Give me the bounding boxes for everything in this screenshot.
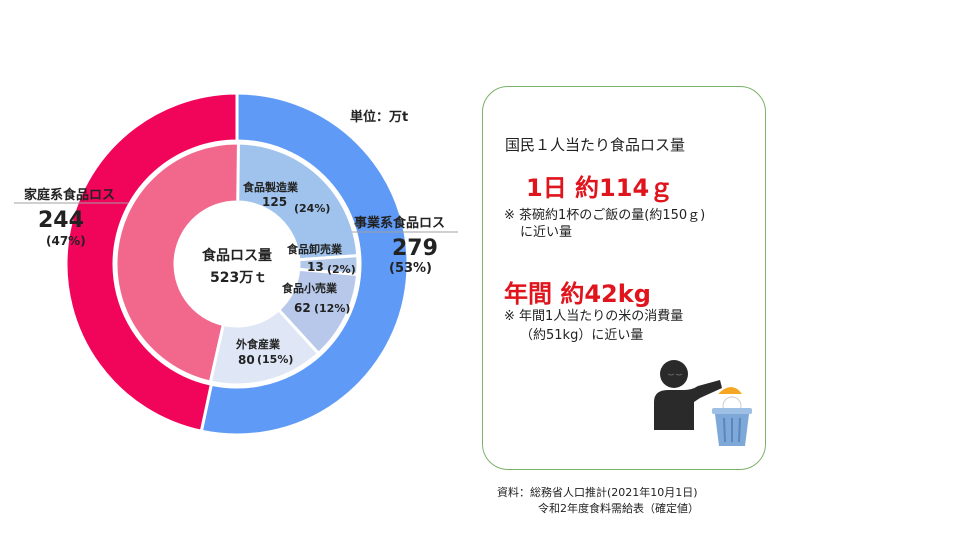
manufacturing-percent: (24%) <box>294 202 331 215</box>
annual-note-line1: ※ 年間1人当たりの米の消費量 <box>504 309 684 324</box>
household-loss-percent: (47%) <box>46 234 86 248</box>
daily-note-line2: に近い量 <box>520 225 573 240</box>
wholesale-label: 食品卸売業 <box>287 243 342 256</box>
outer-ring <box>64 91 410 437</box>
wholesale-value: 13 <box>307 260 324 274</box>
food-service-value: 80 <box>238 353 255 367</box>
donut-chart <box>14 91 458 437</box>
business-loss-label: 事業系食品ロス <box>354 216 446 231</box>
wholesale-percent: (2%) <box>327 263 356 276</box>
business-loss-value: 279 <box>392 236 438 261</box>
business-loss-percent: (53%) <box>389 261 432 276</box>
per-capita-panel <box>482 86 766 470</box>
manufacturing-label: 食品製造業 <box>243 181 298 194</box>
source-line1: 資料：総務省人口推計(2021年10月1日) <box>497 486 698 499</box>
person-throwing-food-icon <box>654 360 752 446</box>
center-total: 523万ｔ <box>210 270 268 286</box>
outer-slice-1 <box>64 91 239 434</box>
annual-note-line2: （約51kg）に近い量 <box>520 328 644 343</box>
daily-headline: 1日 約114ｇ <box>526 174 674 202</box>
food-service-label: 外食産業 <box>236 338 280 351</box>
unit-label: 単位：万t <box>350 110 409 125</box>
outer-slice-0 <box>199 91 410 437</box>
food-bowl-icon <box>718 387 742 394</box>
center-title: 食品ロス量 <box>202 248 272 264</box>
manufacturing-value: 125 <box>262 195 288 209</box>
bin-rim-icon <box>712 408 752 414</box>
household-loss-label: 家庭系食品ロス <box>24 188 116 203</box>
panel-title: 国民１人当たり食品ロス量 <box>505 136 686 154</box>
retail-percent: (12%) <box>314 302 351 315</box>
source-line2: 令和2年度食料需給表（確定値） <box>538 502 699 515</box>
retail-value: 62 <box>294 301 311 315</box>
food-service-percent: (15%) <box>257 353 294 366</box>
daily-note-line1: ※ 茶碗約1杯のご飯の量(約150ｇ) <box>504 208 706 223</box>
retail-label: 食品小売業 <box>282 282 337 295</box>
household-loss-value: 244 <box>38 208 84 233</box>
donut-hole <box>175 202 299 326</box>
annual-headline: 年間 約42kg <box>504 280 651 308</box>
person-body-icon <box>654 380 722 430</box>
